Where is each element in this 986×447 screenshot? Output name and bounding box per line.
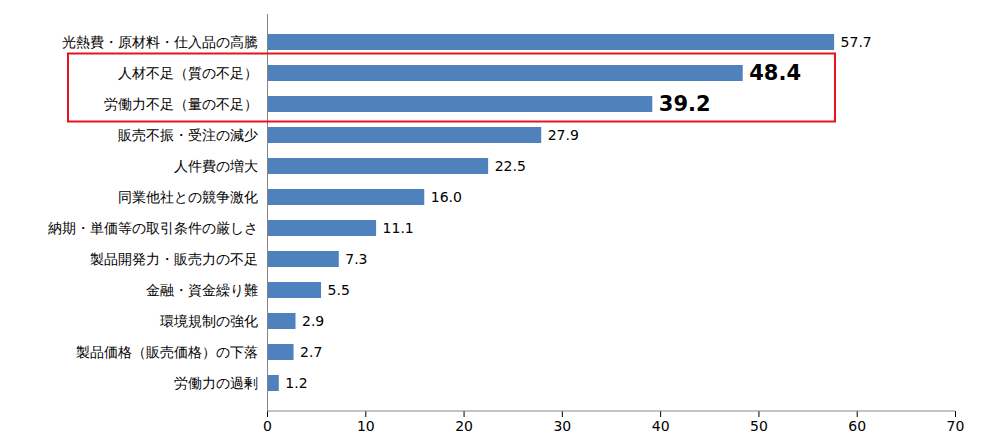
svg-text:57.7: 57.7 bbox=[841, 34, 872, 50]
svg-text:労働力不足（量の不足）: 労働力不足（量の不足） bbox=[104, 96, 258, 112]
svg-text:70: 70 bbox=[947, 418, 965, 434]
svg-text:48.4: 48.4 bbox=[749, 61, 801, 85]
svg-text:11.1: 11.1 bbox=[383, 220, 414, 236]
svg-text:40: 40 bbox=[652, 418, 670, 434]
svg-text:労働力の過剰: 労働力の過剰 bbox=[174, 375, 258, 391]
svg-text:販売不振・受注の減少: 販売不振・受注の減少 bbox=[118, 127, 258, 143]
svg-text:人材不足（質の不足）: 人材不足（質の不足） bbox=[118, 65, 258, 81]
svg-text:金融・資金繰り難: 金融・資金繰り難 bbox=[146, 282, 258, 298]
svg-text:22.5: 22.5 bbox=[495, 158, 526, 174]
svg-text:5.5: 5.5 bbox=[328, 282, 350, 298]
svg-text:1.2: 1.2 bbox=[285, 375, 307, 391]
svg-text:10: 10 bbox=[357, 418, 375, 434]
svg-text:環境規制の強化: 環境規制の強化 bbox=[160, 313, 258, 329]
svg-text:7.3: 7.3 bbox=[345, 251, 367, 267]
svg-text:50: 50 bbox=[750, 418, 768, 434]
svg-text:27.9: 27.9 bbox=[548, 127, 579, 143]
svg-text:0: 0 bbox=[263, 418, 272, 434]
svg-text:納期・単価等の取引条件の厳しさ: 納期・単価等の取引条件の厳しさ bbox=[48, 220, 258, 236]
svg-text:16.0: 16.0 bbox=[431, 189, 462, 205]
svg-text:2.9: 2.9 bbox=[302, 313, 324, 329]
svg-text:製品開発力・販売力の不足: 製品開発力・販売力の不足 bbox=[90, 251, 258, 267]
svg-text:人件費の増大: 人件費の増大 bbox=[174, 158, 258, 174]
svg-text:同業他社との競争激化: 同業他社との競争激化 bbox=[118, 189, 258, 205]
svg-text:製品価格（販売価格）の下落: 製品価格（販売価格）の下落 bbox=[76, 344, 258, 360]
svg-text:光熱費・原材料・仕入品の高騰: 光熱費・原材料・仕入品の高騰 bbox=[62, 34, 258, 50]
svg-text:2.7: 2.7 bbox=[300, 344, 322, 360]
svg-text:39.2: 39.2 bbox=[659, 92, 711, 116]
svg-text:30: 30 bbox=[553, 418, 571, 434]
svg-text:20: 20 bbox=[455, 418, 473, 434]
svg-text:60: 60 bbox=[848, 418, 866, 434]
